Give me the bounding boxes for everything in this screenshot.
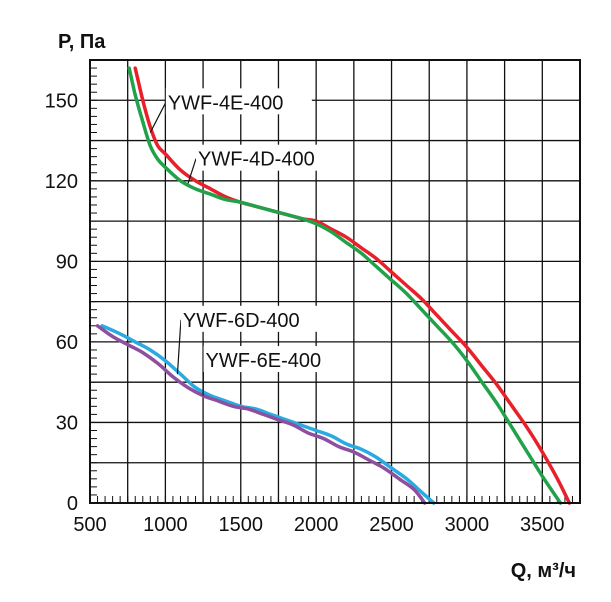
- y-axis-title: P, Па: [58, 31, 106, 53]
- x-tick-label: 3500: [520, 514, 565, 536]
- y-tick-label: 90: [56, 251, 78, 273]
- label-background: [180, 305, 327, 332]
- series-label: YWF-6D-400: [183, 310, 300, 332]
- y-tick-label: 150: [45, 90, 78, 112]
- plot-frame: [89, 59, 581, 504]
- series-labels: YWF-4E-400 YWF-4D-400 YWF-6D-400 YWF-6E-400: [149, 88, 350, 396]
- label-background: [165, 88, 312, 115]
- x-tick-label: 2500: [369, 514, 414, 536]
- x-tick-label: 500: [73, 514, 106, 536]
- x-tick-label: 1500: [219, 514, 264, 536]
- series-line-ywf-6d-400: [100, 324, 436, 505]
- x-axis-ticks: 500 1000 1500 2000 2500 3000 3500: [73, 514, 564, 536]
- y-tick-label: 0: [67, 493, 78, 515]
- y-axis-ticks: 0 30 60 90 120 150: [45, 90, 78, 515]
- series-label: YWF-6E-400: [206, 350, 322, 372]
- series-line-ywf-4d-400: [127, 66, 563, 505]
- x-tick-label: 1000: [143, 514, 188, 536]
- x-axis-title: Q, м³/ч: [511, 560, 576, 582]
- series-label: YWF-4E-400: [168, 92, 284, 114]
- y-tick-label: 30: [56, 412, 78, 434]
- label-background: [203, 346, 350, 373]
- x-tick-label: 2000: [294, 514, 339, 536]
- chart-series-lines: [95, 66, 572, 505]
- label-leader-line: [187, 158, 197, 184]
- label-leader-line: [176, 319, 182, 375]
- y-tick-label: 120: [45, 171, 78, 193]
- label-leader-line: [149, 102, 167, 133]
- series-line-ywf-4e-400: [133, 66, 572, 505]
- x-tick-label: 3000: [445, 514, 490, 536]
- y-tick-label: 60: [56, 332, 78, 354]
- label-background: [196, 144, 342, 171]
- series-label: YWF-4D-400: [198, 149, 315, 171]
- series-line-ywf-6e-400: [95, 324, 427, 505]
